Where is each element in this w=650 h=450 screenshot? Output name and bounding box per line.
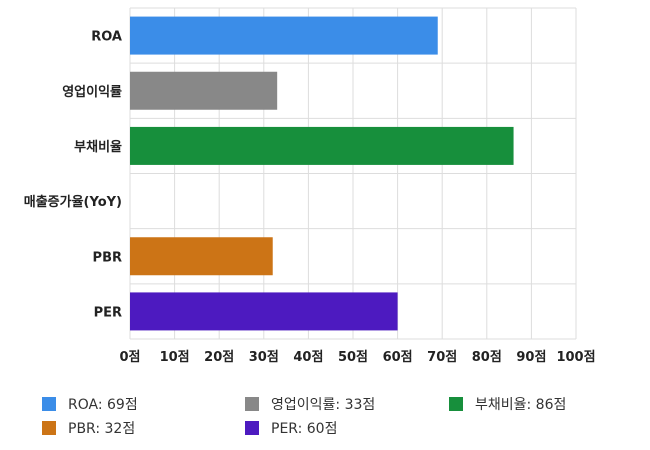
legend-item-pbr: PBR: 32점 bbox=[42, 418, 135, 438]
legend-label: 영업이익률: 33점 bbox=[271, 397, 376, 413]
x-tick-labels: 0점 10점 20점 30점 40점 50점 60점 70점 80점 90점 100점 bbox=[119, 350, 595, 365]
x-tick-label: 30점 bbox=[249, 350, 279, 365]
bar bbox=[130, 237, 273, 276]
x-tick-label: 100점 bbox=[556, 350, 595, 365]
x-tick-label: 40점 bbox=[293, 350, 323, 365]
bar bbox=[130, 126, 514, 165]
category-label: PER bbox=[94, 305, 122, 320]
legend-swatch bbox=[42, 397, 56, 411]
category-label: 매출증가율(YoY) bbox=[24, 194, 122, 210]
x-tick-label: 0점 bbox=[119, 350, 140, 365]
legend-label: PBR: 32점 bbox=[68, 421, 136, 437]
category-label: 영업이익률 bbox=[62, 84, 122, 100]
legend-label: 부채비율: 86점 bbox=[475, 397, 567, 413]
bars bbox=[130, 16, 514, 331]
x-tick-label: 90점 bbox=[516, 350, 546, 365]
x-tick-label: 50점 bbox=[338, 350, 368, 365]
legend-swatch bbox=[245, 397, 259, 411]
legend-label: ROA: 69점 bbox=[68, 397, 138, 413]
bar bbox=[130, 292, 398, 331]
category-label: 부채비율 bbox=[74, 139, 122, 155]
legend: ROA: 69점 영업이익률: 33점 부채비율: 86점 PBR: 32점 P… bbox=[0, 388, 650, 448]
grid-lines bbox=[129, 7, 577, 340]
legend-item-operating-margin: 영업이익률: 33점 bbox=[245, 394, 375, 414]
x-tick-label: 10점 bbox=[160, 350, 190, 365]
legend-item-per: PER: 60점 bbox=[245, 418, 337, 438]
bar bbox=[130, 71, 278, 110]
legend-swatch bbox=[449, 397, 463, 411]
legend-item-debt-ratio: 부채비율: 86점 bbox=[449, 394, 566, 414]
x-tick-label: 60점 bbox=[383, 350, 413, 365]
category-label: ROA bbox=[91, 30, 122, 45]
x-tick-label: 80점 bbox=[472, 350, 502, 365]
x-tick-label: 20점 bbox=[204, 350, 234, 365]
x-tick-label: 70점 bbox=[427, 350, 457, 365]
legend-swatch bbox=[245, 421, 259, 435]
legend-label: PER: 60점 bbox=[271, 421, 338, 437]
category-label: PBR bbox=[93, 250, 122, 265]
bar bbox=[130, 16, 438, 55]
legend-swatch bbox=[42, 421, 56, 435]
legend-item-roa: ROA: 69점 bbox=[42, 394, 138, 414]
